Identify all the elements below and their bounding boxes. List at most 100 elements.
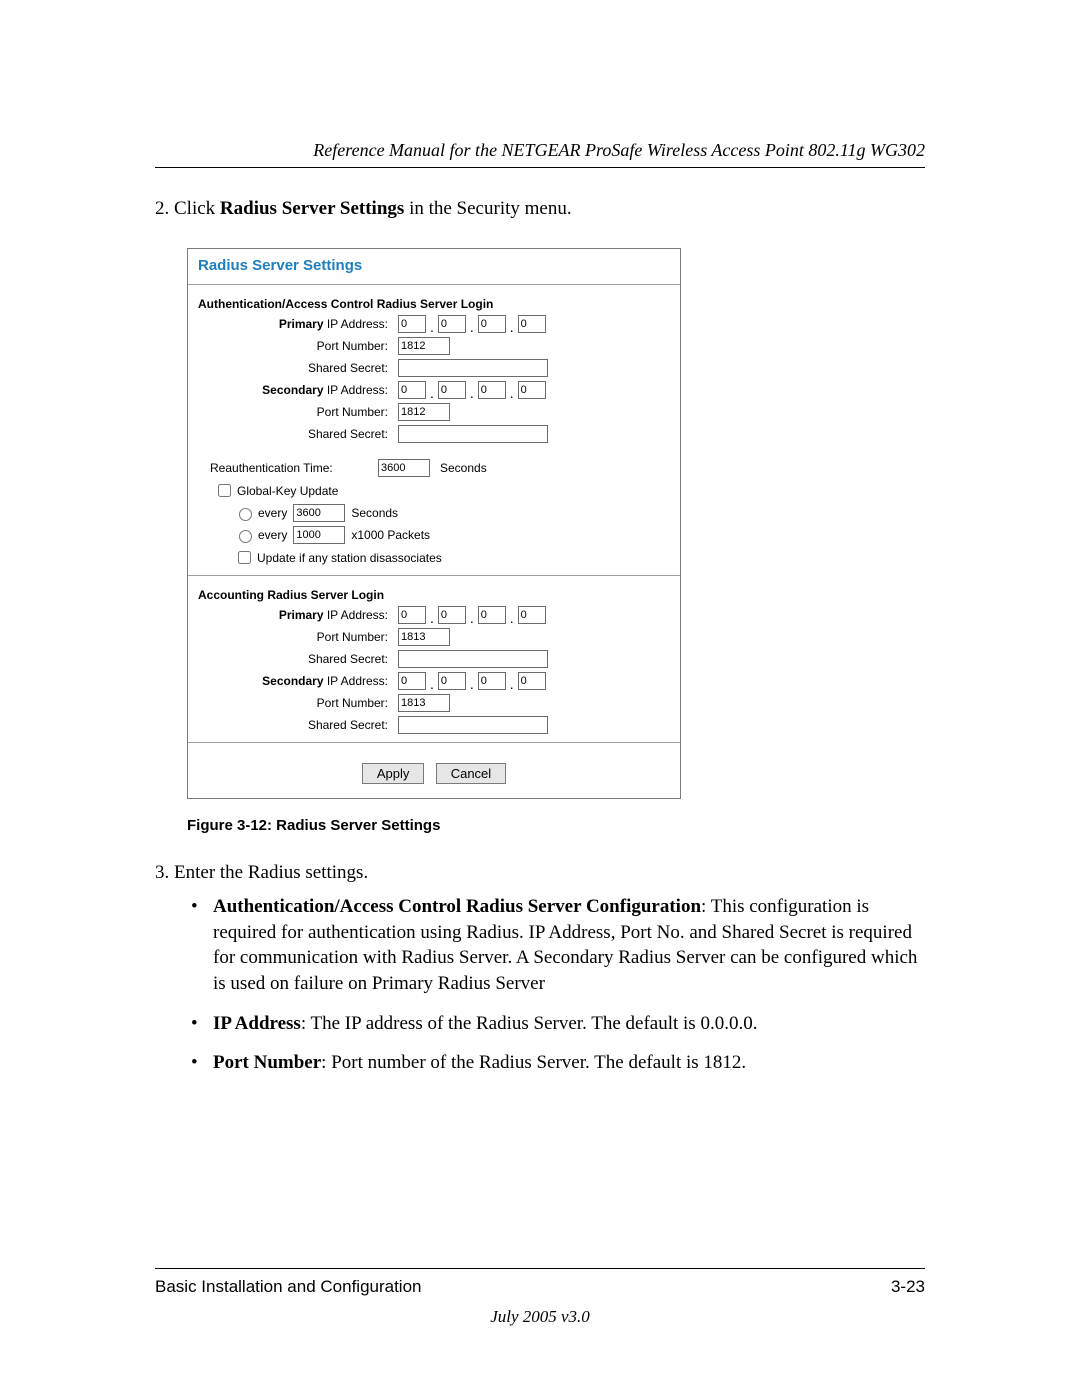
figure-caption: Figure 3-12: Radius Server Settings	[187, 817, 925, 834]
divider	[188, 575, 680, 576]
auth-section-heading: Authentication/Access Control Radius Ser…	[188, 291, 680, 313]
divider	[188, 284, 680, 285]
screenshot-figure: Radius Server Settings Authentication/Ac…	[187, 248, 925, 799]
update-disassoc-label: Update if any station disassociates	[257, 551, 442, 565]
auth-primary-ip-octet4[interactable]	[518, 315, 546, 333]
auth-secondary-secret-input[interactable]	[398, 425, 548, 443]
every-packets-radio[interactable]	[239, 530, 252, 543]
acct-primary-ip-row: Primary IP Address: . . .	[188, 604, 680, 626]
acct-secondary-ip-octet3[interactable]	[478, 672, 506, 690]
auth-secondary-secret-row: Shared Secret:	[188, 423, 680, 445]
auth-secondary-ip-octet1[interactable]	[398, 381, 426, 399]
reauth-time-input[interactable]	[378, 459, 430, 477]
header-title: Reference Manual for the NETGEAR ProSafe…	[155, 140, 925, 161]
acct-primary-secret-row: Shared Secret:	[188, 648, 680, 670]
bullet1-bold: Authentication/Access Control Radius Ser…	[213, 896, 701, 917]
update-disassoc-row: Update if any station disassociates	[188, 546, 680, 569]
acct-secondary-secret-label: Shared Secret:	[198, 718, 398, 732]
bullet-list: Authentication/Access Control Radius Ser…	[191, 894, 925, 1076]
acct-secondary-ip-row: Secondary IP Address: . . .	[188, 670, 680, 692]
divider	[188, 742, 680, 743]
radius-settings-panel: Radius Server Settings Authentication/Ac…	[187, 248, 681, 799]
acct-secondary-port-input[interactable]	[398, 694, 450, 712]
every-label-2: every	[258, 528, 287, 542]
acct-secondary-secret-row: Shared Secret:	[188, 714, 680, 736]
bullet-ip-address: IP Address: The IP address of the Radius…	[191, 1011, 925, 1037]
every-seconds-row: every Seconds	[188, 502, 680, 524]
auth-secondary-port-input[interactable]	[398, 403, 450, 421]
apply-button[interactable]: Apply	[362, 763, 425, 784]
footer-row: Basic Installation and Configuration 3-2…	[155, 1277, 925, 1297]
acct-primary-ip-octet1[interactable]	[398, 606, 426, 624]
page-footer: Basic Installation and Configuration 3-2…	[155, 1268, 925, 1327]
bullet3-text: : Port number of the Radius Server. The …	[321, 1052, 746, 1073]
acct-section-heading: Accounting Radius Server Login	[188, 582, 680, 604]
bullet-port-number: Port Number: Port number of the Radius S…	[191, 1050, 925, 1076]
acct-primary-secret-label: Shared Secret:	[198, 652, 398, 666]
step2-bold: Radius Server Settings	[220, 198, 404, 219]
auth-secondary-ip-octet3[interactable]	[478, 381, 506, 399]
globalkey-checkbox[interactable]	[218, 484, 231, 497]
acct-primary-port-label: Port Number:	[198, 630, 398, 644]
auth-primary-secret-label: Shared Secret:	[198, 361, 398, 375]
header-rule	[155, 167, 925, 168]
cancel-button[interactable]: Cancel	[436, 763, 506, 784]
globalkey-label: Global-Key Update	[237, 484, 338, 498]
every-packets-row: every x1000 Packets	[188, 524, 680, 546]
every-packets-input[interactable]	[293, 526, 345, 544]
footer-page-number: 3-23	[891, 1277, 925, 1297]
acct-secondary-port-row: Port Number:	[188, 692, 680, 714]
step2-prefix: 2. Click	[155, 198, 220, 219]
panel-title: Radius Server Settings	[188, 249, 680, 278]
acct-primary-secret-input[interactable]	[398, 650, 548, 668]
auth-secondary-ip-row: Secondary IP Address: . . .	[188, 379, 680, 401]
auth-primary-port-row: Port Number:	[188, 335, 680, 357]
reauth-seconds-label: Seconds	[440, 461, 487, 475]
step-2: 2. Click Radius Server Settings in the S…	[155, 198, 925, 220]
acct-primary-ip-octet3[interactable]	[478, 606, 506, 624]
every-seconds-input[interactable]	[293, 504, 345, 522]
manual-page: Reference Manual for the NETGEAR ProSafe…	[0, 0, 1080, 1397]
acct-secondary-ip-octet4[interactable]	[518, 672, 546, 690]
bullet3-bold: Port Number	[213, 1052, 321, 1073]
footer-left: Basic Installation and Configuration	[155, 1277, 422, 1297]
auth-secondary-port-label: Port Number:	[198, 405, 398, 419]
acct-secondary-secret-input[interactable]	[398, 716, 548, 734]
auth-primary-ip-octet1[interactable]	[398, 315, 426, 333]
update-disassoc-checkbox[interactable]	[238, 551, 251, 564]
every-packets-suffix: x1000 Packets	[351, 528, 430, 542]
step-3: 3. Enter the Radius settings.	[155, 862, 925, 884]
acct-secondary-ip-octet2[interactable]	[438, 672, 466, 690]
acct-secondary-ip-label: Secondary IP Address:	[198, 674, 398, 688]
auth-primary-port-input[interactable]	[398, 337, 450, 355]
acct-secondary-ip-octet1[interactable]	[398, 672, 426, 690]
footer-date: July 2005 v3.0	[155, 1307, 925, 1327]
bullet2-text: : The IP address of the Radius Server. T…	[301, 1013, 758, 1034]
footer-rule	[155, 1268, 925, 1269]
globalkey-row: Global-Key Update	[188, 479, 680, 502]
auth-primary-secret-input[interactable]	[398, 359, 548, 377]
every-seconds-suffix: Seconds	[351, 506, 398, 520]
step2-suffix: in the Security menu.	[404, 198, 571, 219]
auth-primary-ip-octet3[interactable]	[478, 315, 506, 333]
auth-secondary-ip-octet2[interactable]	[438, 381, 466, 399]
acct-primary-ip-octet2[interactable]	[438, 606, 466, 624]
auth-primary-ip-octet2[interactable]	[438, 315, 466, 333]
auth-primary-port-label: Port Number:	[198, 339, 398, 353]
reauth-row: Reauthentication Time: Seconds	[188, 457, 680, 479]
auth-primary-ip-row: Primary IP Address: . . .	[188, 313, 680, 335]
auth-primary-ip-label: Primary IP Address:	[198, 317, 398, 331]
every-seconds-radio[interactable]	[239, 508, 252, 521]
acct-primary-ip-label: Primary IP Address:	[198, 608, 398, 622]
auth-secondary-ip-octet4[interactable]	[518, 381, 546, 399]
acct-primary-port-input[interactable]	[398, 628, 450, 646]
auth-secondary-ip-label: Secondary IP Address:	[198, 383, 398, 397]
bullet-auth-config: Authentication/Access Control Radius Ser…	[191, 894, 925, 997]
acct-primary-ip-octet4[interactable]	[518, 606, 546, 624]
auth-secondary-secret-label: Shared Secret:	[198, 427, 398, 441]
button-row: Apply Cancel	[188, 749, 680, 798]
acct-primary-port-row: Port Number:	[188, 626, 680, 648]
auth-primary-secret-row: Shared Secret:	[188, 357, 680, 379]
every-label-1: every	[258, 506, 287, 520]
auth-secondary-port-row: Port Number:	[188, 401, 680, 423]
